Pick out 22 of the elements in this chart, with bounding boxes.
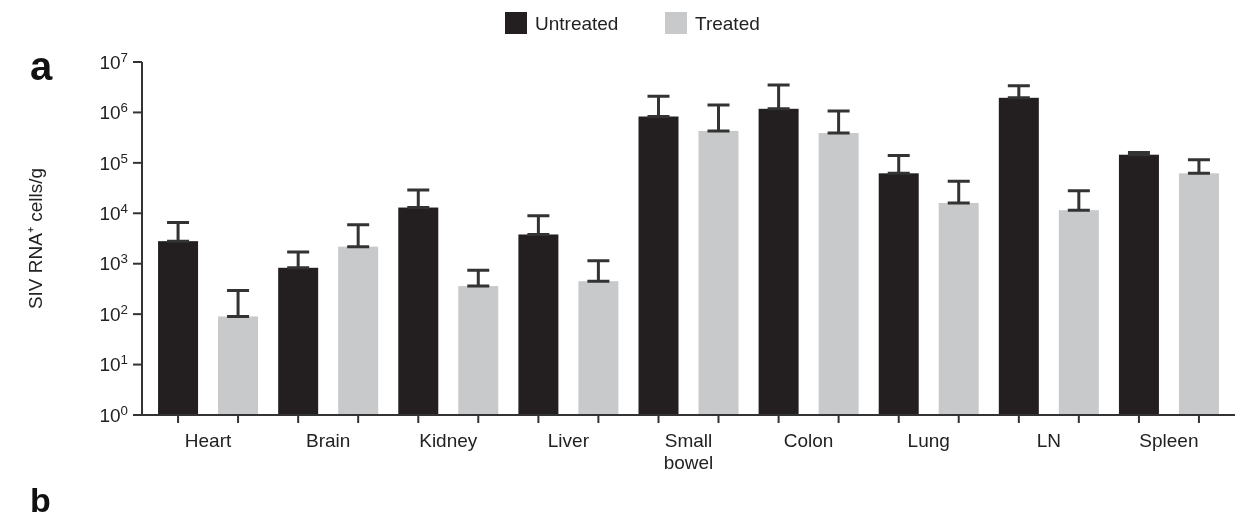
x-tick-label: Colon (783, 430, 834, 451)
text: a (30, 44, 53, 88)
legend-label: Untreated (535, 12, 619, 34)
x-tick-label: Spleen (1139, 430, 1199, 451)
text: b (30, 481, 51, 519)
x-tick-label: Kidney (419, 430, 478, 451)
legend-label: Treated (695, 12, 760, 34)
y-axis-title: SIV RNA⁺ cells/g (25, 167, 46, 310)
x-tick-label: Liver (547, 430, 590, 451)
y-tick-label: 10$^{4}$ (99, 200, 128, 224)
y-tick-label: 10$^{5}$ (99, 150, 128, 174)
x-tick-label: Heart (184, 430, 233, 451)
y-tick-label: 10$^{1}$ (99, 351, 128, 376)
y-tick-label: 10$^{2}$ (99, 301, 128, 325)
x-tick-label: Brain (305, 430, 351, 451)
x-tick-label: LN (1036, 430, 1061, 451)
y-tick-label: 10$^{6}$ (99, 99, 128, 124)
x-tick-label: Lung (907, 430, 950, 451)
y-tick-label: 10$^{3}$ (99, 250, 128, 275)
x-tick-label: Small bowel (663, 430, 714, 473)
y-tick-label: 10$^{7}$ (99, 49, 128, 73)
y-tick-label: 10$^{0}$ (99, 402, 128, 426)
